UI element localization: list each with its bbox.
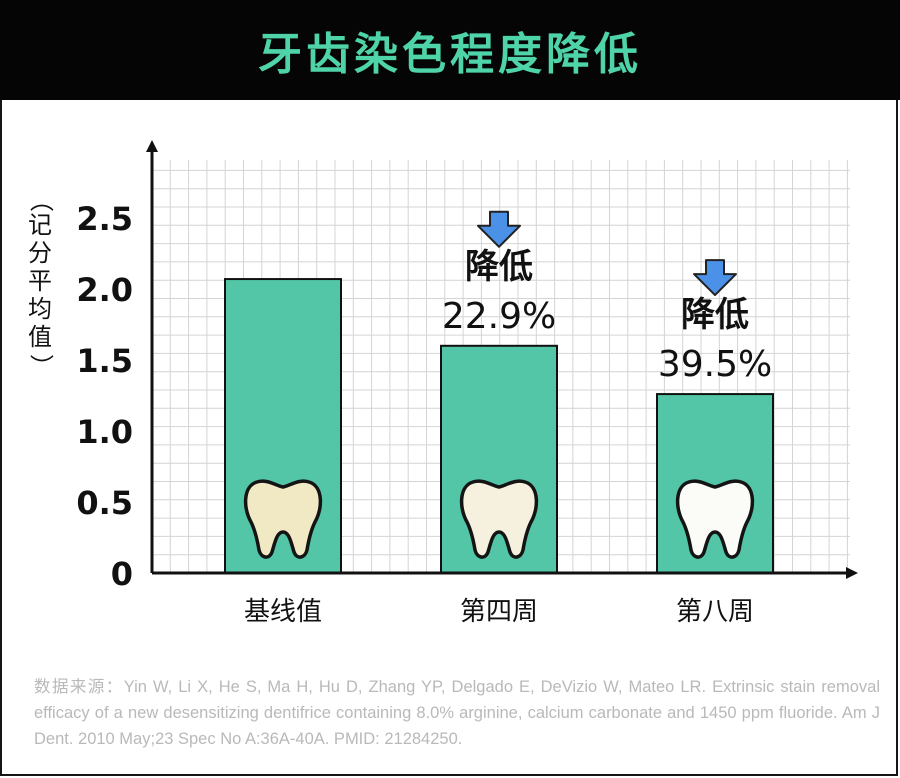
down-arrow-icon [693,259,737,297]
title-banner: 牙齿染色程度降低 [0,0,900,100]
tooth-icon [459,479,539,559]
y-axis-label-char: 均 [28,295,52,323]
down-arrow-icon [477,210,521,248]
y-axis-label-char: ） [27,354,55,378]
x-axis-arrow [846,567,858,579]
y-axis-label-char: 平 [28,267,52,295]
y-tick-label: 1.5 [76,342,133,380]
x-tick-label: 第八周 [676,597,754,627]
bar-2 [440,344,558,574]
y-axis-label-char: 值 [28,323,52,351]
x-tick-label: 第四周 [460,597,538,627]
annotation-label: 降低 [465,247,533,287]
annotation-label: 降低 [681,295,749,335]
source-citation: 数据来源：Yin W, Li X, He S, Ma H, Hu D, Zhan… [34,678,880,748]
y-tick-label: 1.0 [76,413,133,451]
chart-frame [0,100,898,776]
tooth-icon [243,479,323,559]
x-tick-label: 基线值 [244,597,322,627]
chart-title: 牙齿染色程度降低 [258,29,642,80]
y-axis-label-char: 分 [28,239,52,267]
y-tick-label: 2.0 [76,271,133,309]
y-tick-label: 0.5 [76,484,133,522]
y-tick-label: 2.5 [76,200,133,238]
y-tick-label: 0 [111,555,133,593]
y-axis-label-char: （ [27,188,55,212]
tooth-icon [675,479,755,559]
bar-3 [656,393,774,574]
annotation-value: 39.5% [658,344,772,385]
annotation-value: 22.9% [442,296,556,337]
y-axis-arrow [146,140,158,152]
y-axis-label-char: 记 [28,211,52,239]
